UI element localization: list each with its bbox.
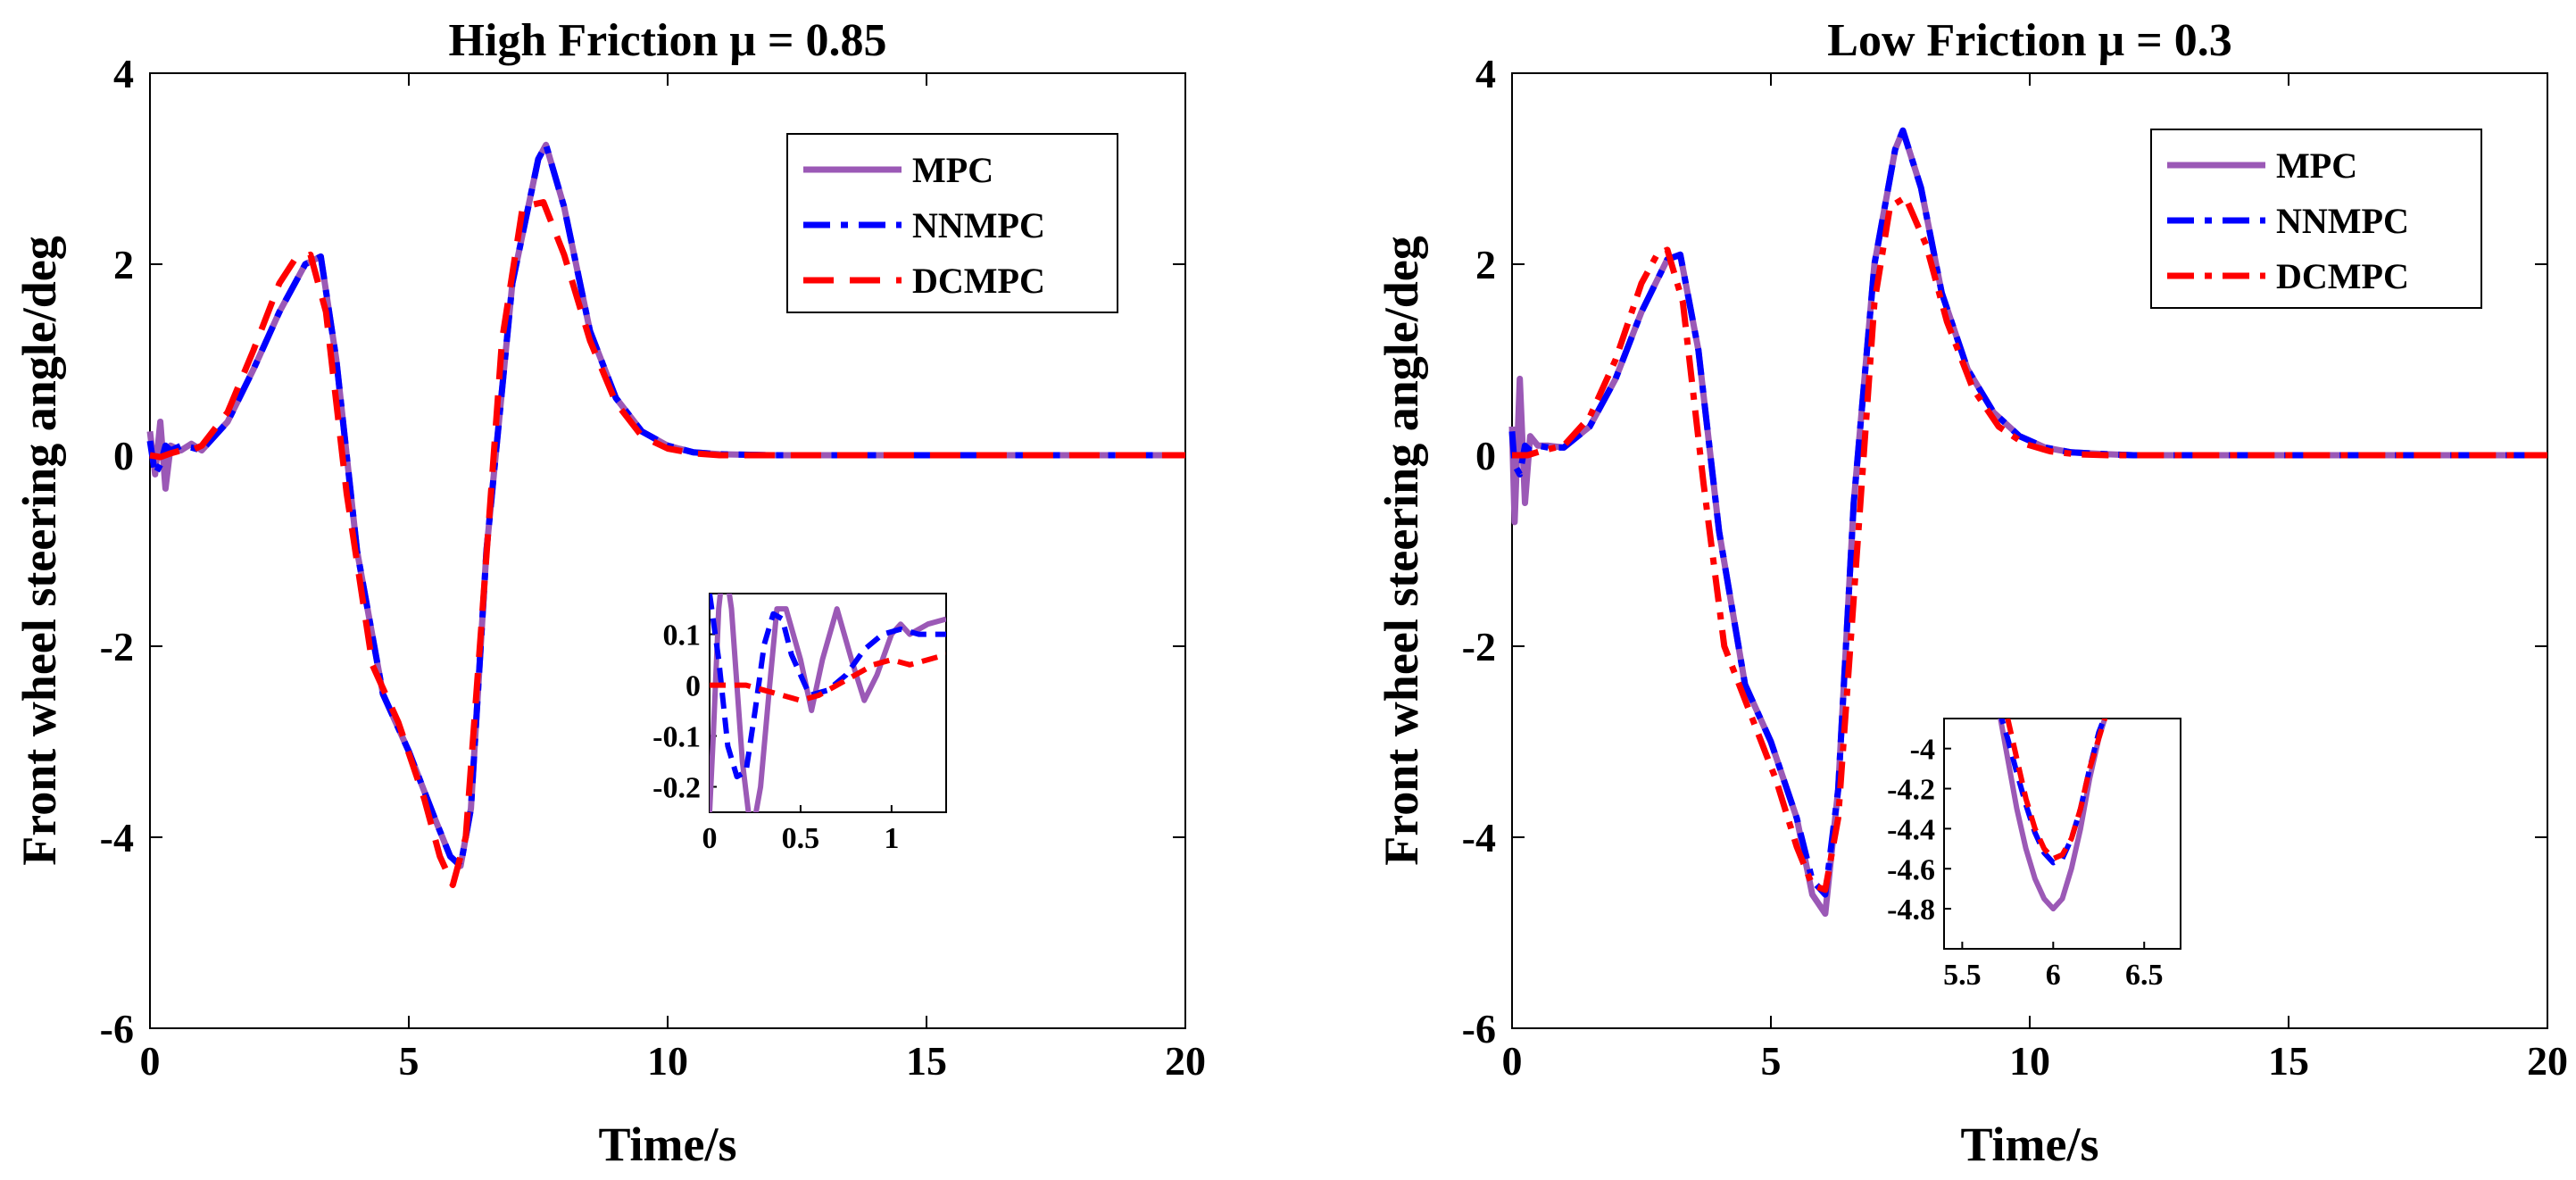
x-axis-title-right: Time/s bbox=[1960, 1118, 2098, 1171]
x-tick-label-right-0: 0 bbox=[1502, 1038, 1523, 1084]
inset-y-ticks-right: -4 -4.2 -4.4 -4.6 -4.8 bbox=[1887, 734, 1951, 927]
inset-x-tick-label-right-5.5: 5.5 bbox=[1943, 959, 1982, 992]
y-ticks-right: -6 -4 -2 0 2 4 bbox=[1462, 51, 2547, 1051]
inset-y-tick-label-left-0: 0 bbox=[686, 670, 701, 703]
inset-y-tick-label-right--4.6: -4.6 bbox=[1887, 853, 1935, 886]
y-ticks-left: -6 -4 -2 0 2 4 bbox=[100, 51, 1185, 1051]
x-tick-label-left-20: 20 bbox=[1165, 1038, 1206, 1084]
chart-right: Low Friction μ = 0.3 Time/s Front wheel … bbox=[1375, 15, 2568, 1171]
legend-label-nnmpc-left: NNMPC bbox=[912, 205, 1045, 245]
x-ticks-right: 0 5 10 15 20 bbox=[1502, 73, 2568, 1084]
x-tick-label-left-5: 5 bbox=[399, 1038, 420, 1084]
legend-label-mpc-right: MPC bbox=[2276, 145, 2357, 186]
inset-series-line-dcmpc-left bbox=[710, 652, 946, 703]
y-axis-title-left: Front wheel steering angle/deg bbox=[12, 236, 66, 865]
series-lines-right bbox=[1508, 127, 2547, 918]
inset-y-tick-label-right--4.8: -4.8 bbox=[1887, 893, 1935, 927]
y-tick-label-right-2: 2 bbox=[1475, 242, 1496, 287]
inset-x-ticks-left: 0 0.5 1 bbox=[702, 805, 899, 855]
series-line-dcmpc-right bbox=[1512, 194, 2547, 893]
inset-x-ticks-right: 5.5 6 6.5 bbox=[1943, 942, 2163, 992]
inset-y-ticks-left: -0.2 -0.1 0 0.1 bbox=[652, 619, 717, 805]
inset-y-tick-label-right--4.4: -4.4 bbox=[1887, 813, 1935, 846]
y-tick-label-left--2: -2 bbox=[100, 624, 134, 669]
y-tick-label-left-0: 0 bbox=[113, 433, 134, 478]
series-line-nnmpc-right bbox=[1508, 127, 2547, 898]
legend-left: MPC NNMPC DCMPC bbox=[786, 133, 1118, 313]
x-axis-title-left: Time/s bbox=[598, 1118, 736, 1171]
inset-x-tick-label-right-6.5: 6.5 bbox=[2125, 959, 2164, 992]
inset-left: 0 0.5 1 -0.2-0.100.1 bbox=[652, 593, 947, 855]
inset-right: 5.5 6 6.5 -4 -4.2 -4.4 -4.6 -4.8 bbox=[1887, 718, 2181, 992]
y-tick-label-right--4: -4 bbox=[1462, 815, 1496, 860]
chart-left: High Friction μ = 0.85 Time/s Front whee… bbox=[12, 15, 1206, 1171]
legend-label-dcmpc-left: DCMPC bbox=[912, 261, 1045, 301]
x-tick-label-left-0: 0 bbox=[140, 1038, 161, 1084]
legend-label-nnmpc-right: NNMPC bbox=[2276, 201, 2409, 241]
y-tick-label-right-4: 4 bbox=[1475, 51, 1496, 96]
inset-x-tick-label-left-0.5: 0.5 bbox=[782, 822, 820, 855]
x-tick-label-left-15: 15 bbox=[906, 1038, 947, 1084]
inset-y-tick-label-left-0.1: 0.1 bbox=[663, 619, 702, 652]
inset-series-line-nnmpc-right bbox=[1998, 719, 2107, 866]
y-tick-label-left--6: -6 bbox=[100, 1006, 134, 1051]
y-tick-label-left-4: 4 bbox=[113, 51, 134, 96]
inset-y-tick-label-left--0.2: -0.2 bbox=[652, 772, 701, 805]
x-tick-label-right-10: 10 bbox=[2009, 1038, 2050, 1084]
y-tick-label-right-0: 0 bbox=[1475, 433, 1496, 478]
inset-plot-area-right bbox=[1943, 718, 2181, 950]
inset-y-tick-label-right--4: -4 bbox=[1910, 734, 1935, 767]
y-tick-label-right--6: -6 bbox=[1462, 1006, 1496, 1051]
inset-x-tick-label-left-0: 0 bbox=[702, 822, 718, 855]
inset-series-line-dcmpc-right bbox=[2005, 719, 2108, 861]
legend-label-mpc-left: MPC bbox=[912, 150, 993, 190]
inset-y-tick-label-left--0.1: -0.1 bbox=[652, 721, 701, 754]
chart-title-right: Low Friction μ = 0.3 bbox=[1827, 15, 2231, 66]
inset-series-line-nnmpc-left bbox=[710, 594, 946, 780]
x-tick-label-right-15: 15 bbox=[2268, 1038, 2309, 1084]
series-lines-left bbox=[146, 141, 1185, 888]
series-line-dcmpc-left bbox=[149, 199, 1185, 888]
inset-series-right bbox=[1998, 719, 2108, 912]
inset-x-tick-label-left-1: 1 bbox=[884, 822, 899, 855]
y-tick-label-left-2: 2 bbox=[113, 242, 134, 287]
x-tick-label-left-10: 10 bbox=[647, 1038, 688, 1084]
inset-y-tick-label-right--4.2: -4.2 bbox=[1887, 774, 1935, 807]
inset-x-tick-label-right-6: 6 bbox=[2046, 959, 2061, 992]
y-tick-label-right--2: -2 bbox=[1462, 624, 1496, 669]
chart-title-left: High Friction μ = 0.85 bbox=[449, 15, 887, 66]
x-tick-label-right-5: 5 bbox=[1761, 1038, 1782, 1084]
x-tick-label-right-20: 20 bbox=[2527, 1038, 2568, 1084]
inset-series-left bbox=[710, 594, 946, 812]
legend-right: MPC NNMPC DCMPC bbox=[2150, 129, 2482, 309]
y-axis-title-right: Front wheel steering angle/deg bbox=[1375, 236, 1428, 865]
y-tick-label-left--4: -4 bbox=[100, 815, 134, 860]
x-ticks-left: 0 5 10 15 20 bbox=[140, 73, 1206, 1084]
legend-label-dcmpc-right: DCMPC bbox=[2276, 256, 2409, 296]
